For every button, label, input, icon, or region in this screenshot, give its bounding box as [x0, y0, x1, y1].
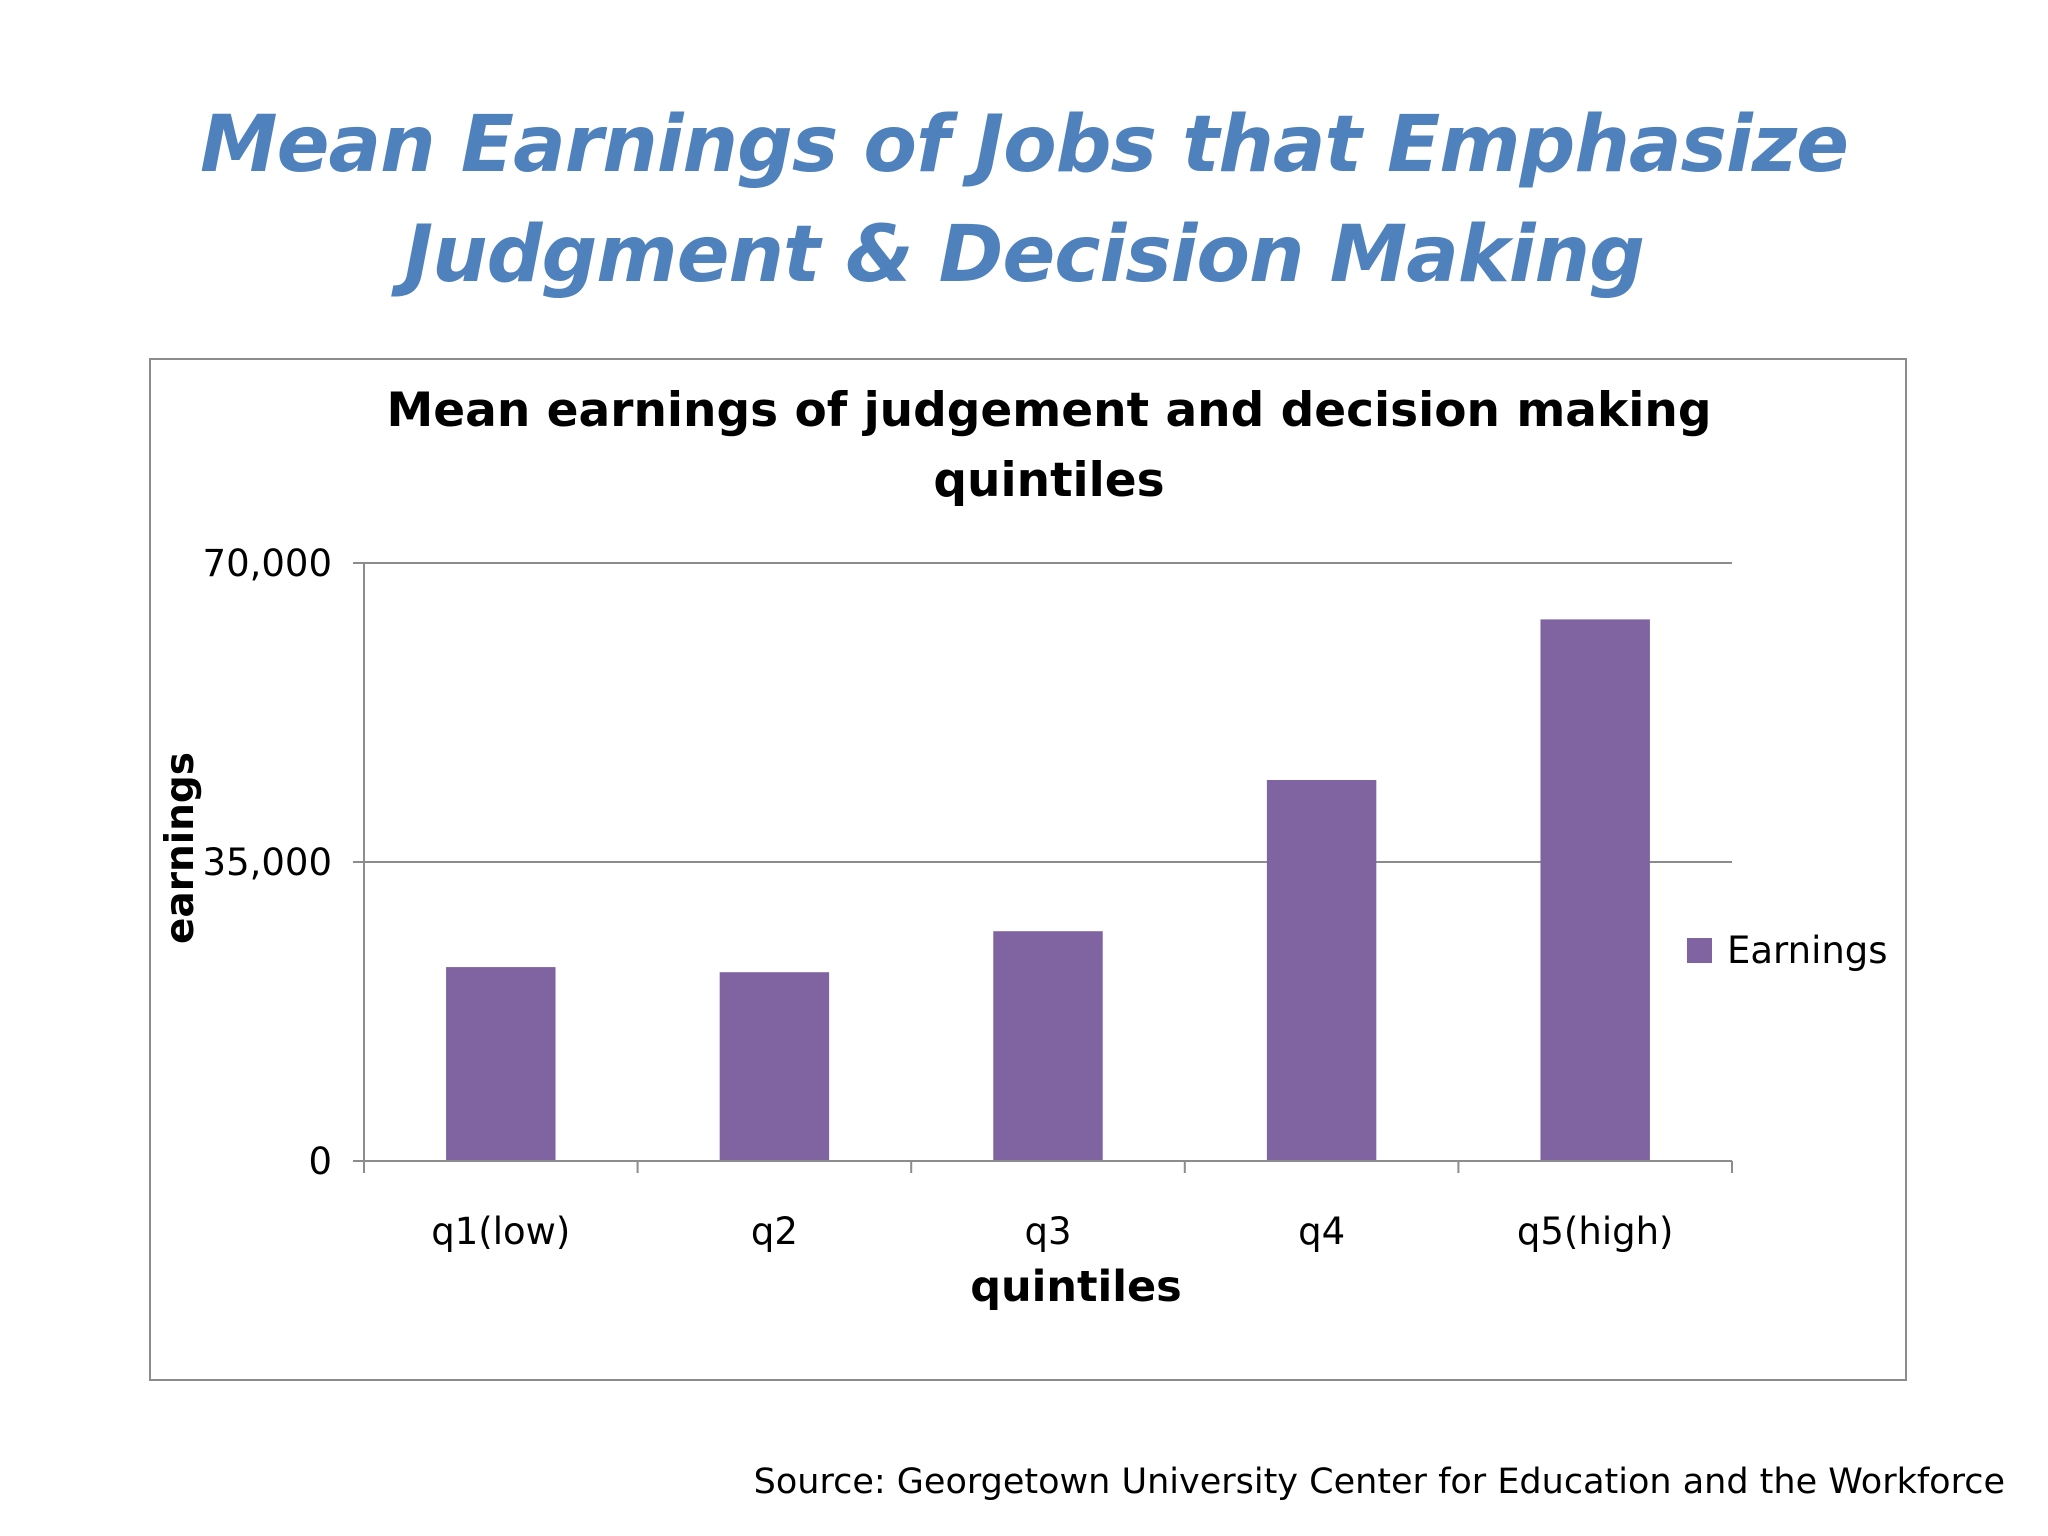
source-note: Source: Georgetown University Center for… [753, 1462, 2005, 1502]
axes [353, 562, 1733, 1173]
bar-chart: Mean earnings of judgement and decision … [158, 383, 1888, 1312]
x-tick-label-1: q2 [751, 1210, 798, 1253]
x-axis-label: quintiles [970, 1262, 1182, 1312]
bar-q3 [993, 931, 1103, 1161]
chart-frame: Mean earnings of judgement and decision … [149, 358, 1907, 1381]
gridlines [364, 562, 1732, 863]
y-tick-label-2: 70,000 [203, 542, 332, 585]
y-tick-label-1: 35,000 [203, 841, 332, 884]
x-tick-label-4: q5(high) [1517, 1210, 1674, 1253]
bar-q4 [1266, 779, 1377, 1161]
x-tick-label-0: q1(low) [431, 1210, 570, 1253]
x-tick-label-3: q4 [1298, 1210, 1345, 1253]
bars [446, 619, 1650, 1161]
legend-swatch [1687, 938, 1712, 963]
y-tick-label-0: 0 [308, 1140, 332, 1183]
bar-q2 [719, 972, 830, 1161]
chart-title-line-1: Mean earnings of judgement and decision … [387, 383, 1712, 438]
chart-title: Mean earnings of judgement and decision … [387, 383, 1712, 508]
slide-title-line-1: Mean Earnings of Jobs that Emphasize [199, 100, 1849, 190]
legend-label: Earnings [1727, 929, 1888, 972]
legend: Earnings [1687, 929, 1888, 972]
y-axis-label: earnings [158, 752, 203, 944]
slide-title-line-2: Judgment & Decision Making [404, 210, 1645, 300]
bar-q1-low- [446, 967, 556, 1161]
y-tick-labels: 0 35,000 70,000 [203, 542, 332, 1183]
x-tick-label-2: q3 [1024, 1210, 1071, 1253]
chart-title-line-2: quintiles [933, 453, 1164, 508]
slide-title: Mean Earnings of Jobs that Emphasize Jud… [0, 90, 2048, 310]
x-tick-labels: q1(low) q2 q3 q4 q5(high) [431, 1210, 1673, 1253]
bar-q5-high- [1540, 619, 1650, 1161]
